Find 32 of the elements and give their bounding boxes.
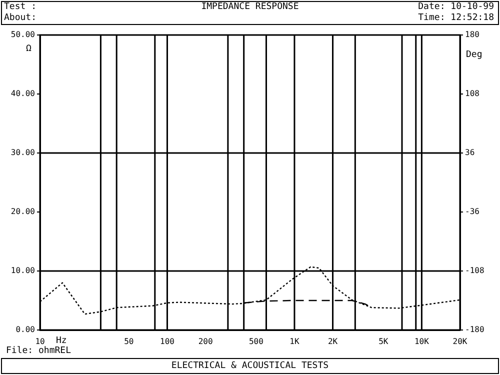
x-tick-label: 10K [414, 336, 430, 346]
x-tick-label: 100 [160, 336, 175, 346]
y2-tick-label: 36 [465, 148, 475, 158]
y-tick-label: 20.00 [10, 207, 36, 216]
y2-tick-label: 108 [465, 89, 480, 98]
y-axis-title: Ω [26, 44, 32, 54]
x-tick-label: 2K [328, 336, 338, 346]
x-tick-label: 5K [378, 336, 388, 346]
text: Time: 12:52:18 [418, 13, 494, 23]
x-axis-title: Hz [56, 336, 67, 346]
y2-tick-label: -180 [465, 325, 484, 334]
text: Test : [4, 2, 37, 12]
x-tick-label: 50 [124, 336, 134, 346]
x-tick-label: 20K [452, 336, 468, 346]
x-tick-label: 10 [35, 336, 45, 346]
text: ELECTRICAL & ACOUSTICAL TESTS [0, 361, 500, 371]
text: About: [4, 13, 37, 23]
y-tick-label: 30.00 [10, 148, 36, 158]
text: File: ohmREL [6, 346, 72, 356]
y-tick-label: 10.00 [10, 266, 36, 276]
text: Date: 10-10-99 [418, 2, 494, 12]
y2-axis-title: Deg [466, 50, 482, 60]
chart-title: IMPEDANCE RESPONSE [201, 2, 299, 12]
x-tick-label: 200 [198, 336, 213, 346]
x-tick-label: 500 [248, 336, 264, 346]
y-tick-label: 40.00 [10, 89, 36, 98]
y2-tick-label: 180 [465, 30, 480, 40]
x-tick-label: 1K [290, 336, 300, 346]
y2-tick-label: -36 [465, 207, 480, 216]
y-tick-label: 50.00 [10, 30, 36, 40]
y-tick-label: 0.00 [16, 325, 36, 334]
y2-tick-label: -108 [465, 266, 484, 276]
